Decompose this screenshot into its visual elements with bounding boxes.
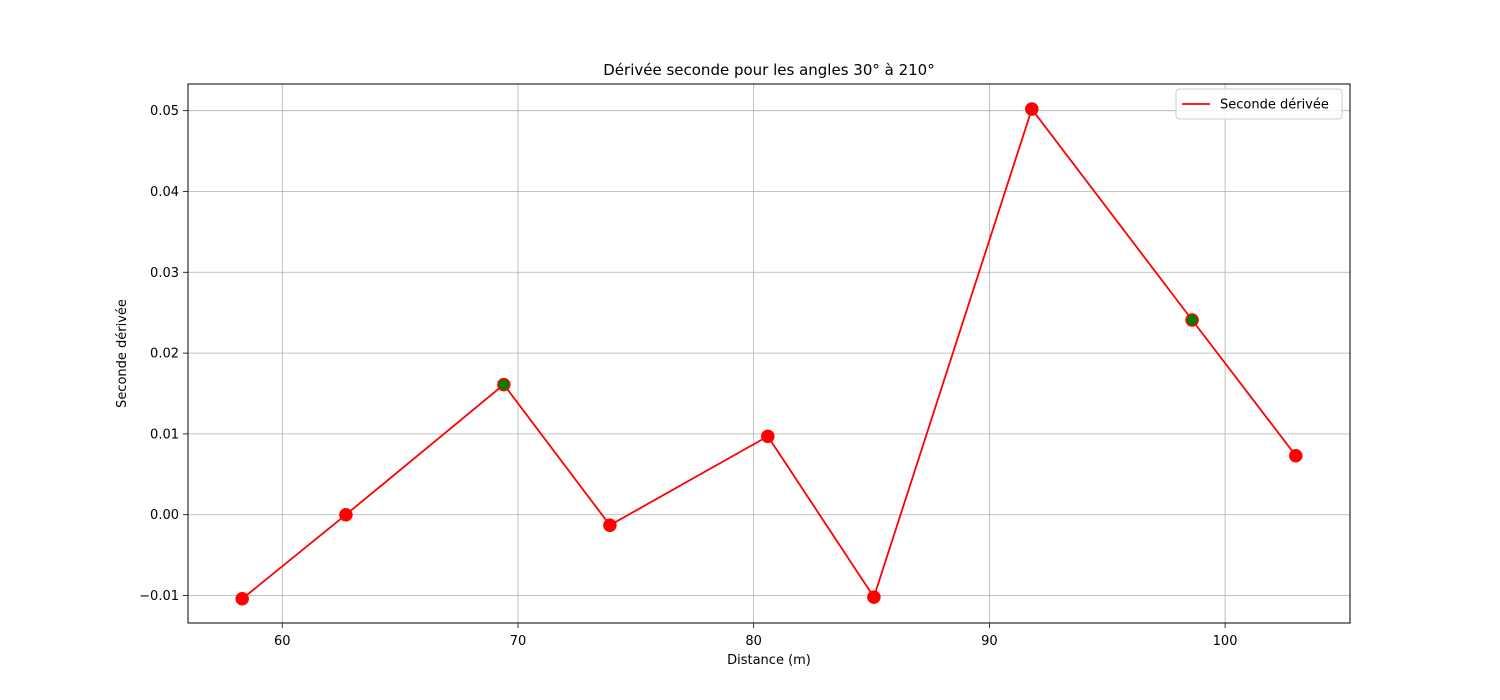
y-tick-label: 0.03 bbox=[150, 266, 179, 281]
y-tick-label: 0.00 bbox=[150, 508, 179, 523]
data-point-marker bbox=[1025, 102, 1039, 116]
y-axis-label: Seconde dérivée bbox=[115, 299, 130, 408]
x-tick-label: 90 bbox=[981, 634, 998, 649]
data-point-marker bbox=[339, 507, 353, 522]
plot-frame bbox=[187, 83, 1351, 624]
x-tick-label: 80 bbox=[745, 634, 762, 649]
data-point-marker bbox=[761, 429, 775, 444]
y-tick-label: −0.01 bbox=[139, 589, 179, 604]
data-point-marker bbox=[1289, 448, 1303, 463]
legend-label: Seconde dérivée bbox=[1220, 98, 1329, 113]
y-tick-label: 0.01 bbox=[150, 427, 179, 442]
data-point-marker bbox=[867, 590, 881, 604]
x-axis-label: Distance (m) bbox=[727, 653, 811, 668]
y-tick-label: 0.05 bbox=[150, 104, 179, 119]
chart-title: Dérivée seconde pour les angles 30° à 21… bbox=[603, 61, 934, 79]
tick-layer: 60 70 80 90 100 −0.01 0.00 0.01 0.02 0.03 0.04 0.05 bbox=[139, 104, 1237, 649]
data-point-marker bbox=[497, 377, 511, 392]
x-tick-label: 60 bbox=[274, 634, 291, 649]
data-point-marker bbox=[1185, 313, 1199, 327]
legend: Seconde dérivée bbox=[1175, 88, 1343, 120]
data-point-marker bbox=[603, 518, 617, 532]
data-point-marker bbox=[235, 592, 249, 606]
legend-box bbox=[1175, 88, 1343, 120]
x-tick-label: 70 bbox=[510, 634, 527, 649]
marker-layer bbox=[235, 102, 1303, 606]
y-tick-label: 0.04 bbox=[150, 185, 179, 200]
y-tick-label: 0.02 bbox=[150, 347, 179, 362]
x-tick-label: 100 bbox=[1213, 634, 1238, 649]
